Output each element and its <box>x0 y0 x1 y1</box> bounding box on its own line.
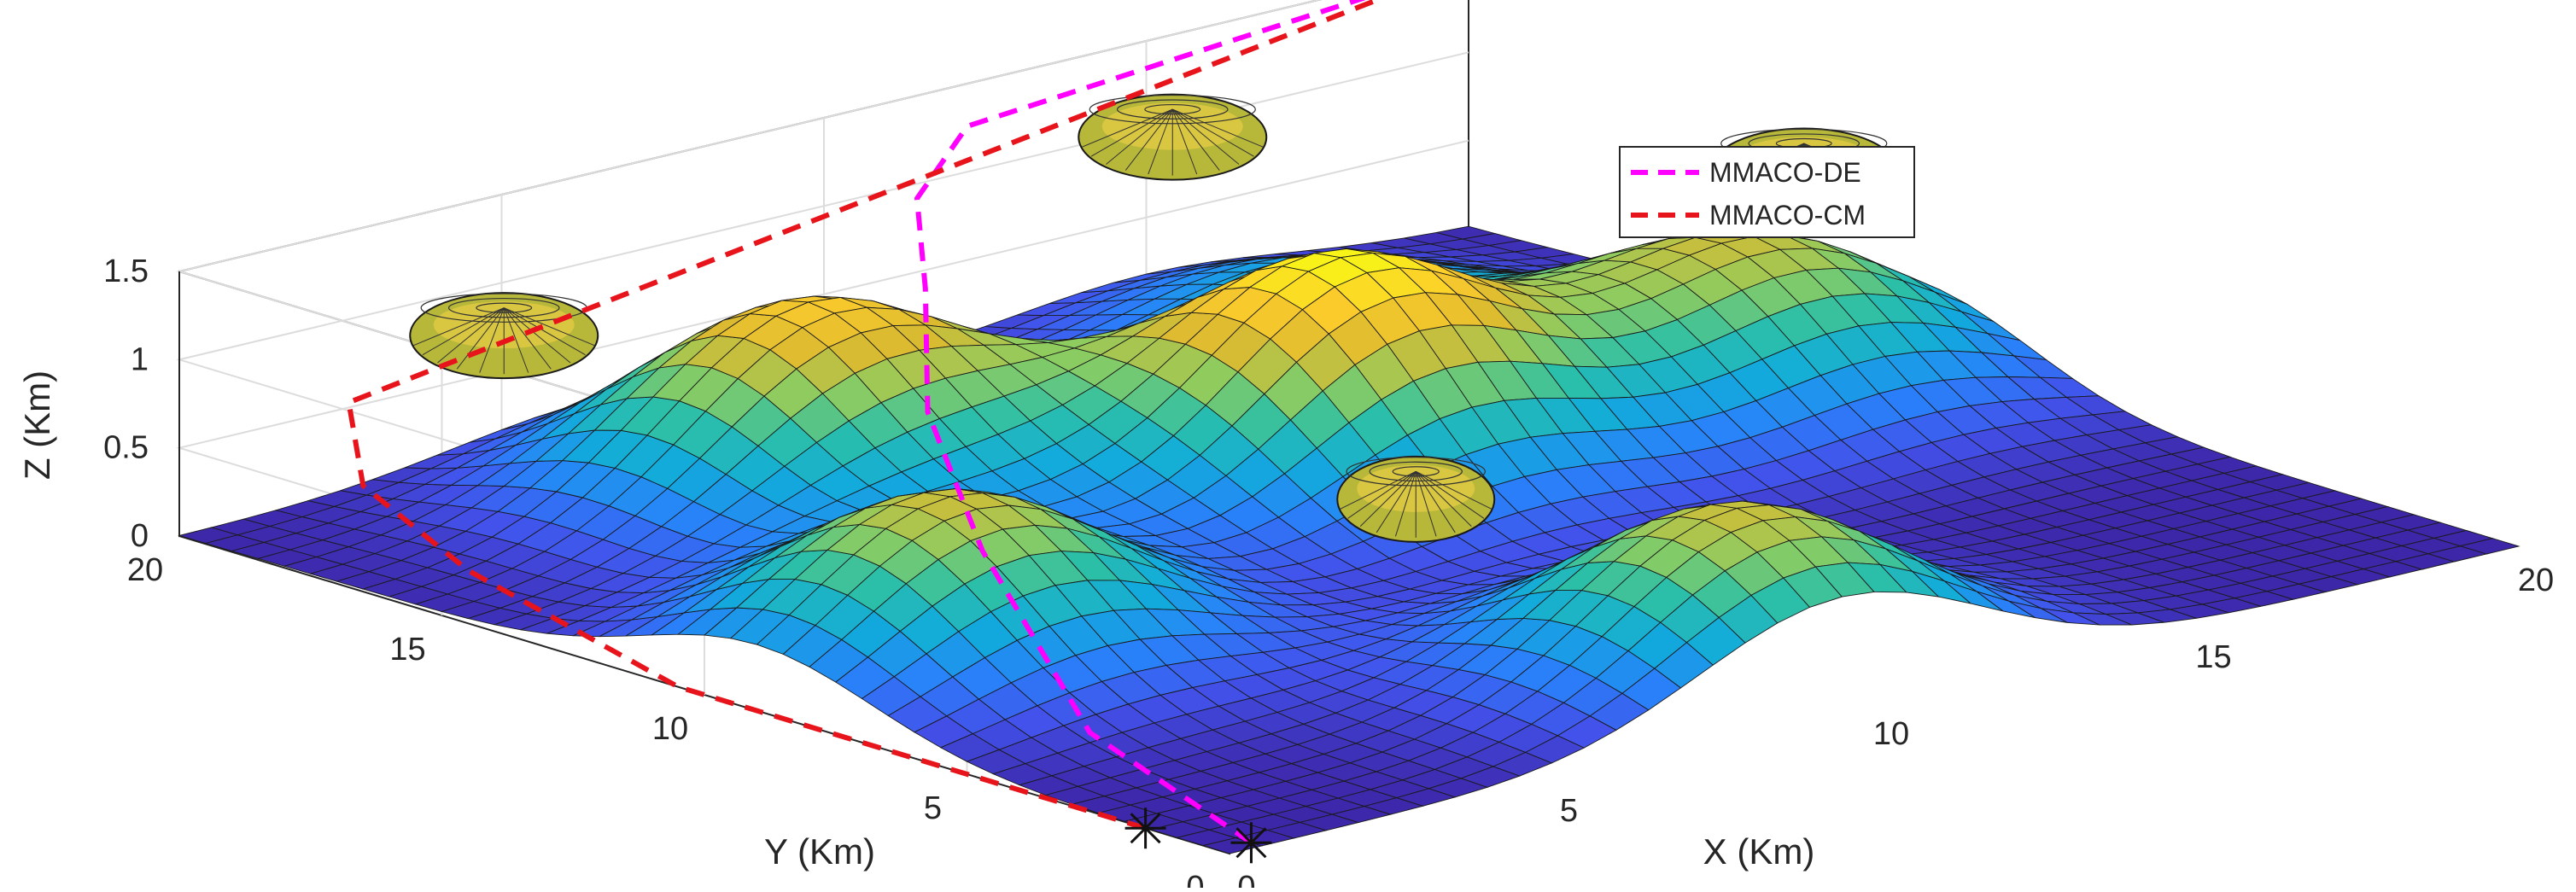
x-tick-label: 20 <box>2518 563 2554 598</box>
obstacle-meridian <box>1340 470 1417 510</box>
obstacle-meridian <box>1172 108 1264 148</box>
x-tick-label: 15 <box>2195 639 2231 675</box>
x-tick-label: 10 <box>1873 716 1909 752</box>
obstacle-meridian <box>1090 108 1173 157</box>
obstacle-meridian <box>503 307 571 364</box>
legend-label-mmaco-cm: MMACO-CM <box>1709 200 1866 230</box>
y-tick-label: 5 <box>924 790 942 826</box>
obstacle-meridian <box>1376 471 1417 533</box>
path-mmaco-de <box>914 0 1366 845</box>
obstacle-meridian <box>503 307 552 370</box>
obstacle-meridian <box>503 307 529 373</box>
legend-label-mmaco-de: MMACO-DE <box>1709 157 1861 188</box>
y-tick-label: 10 <box>652 711 688 747</box>
obstacle-meridian <box>479 307 505 373</box>
z-tick-label: 0.5 <box>103 430 149 466</box>
obstacle-meridian <box>504 307 595 347</box>
obstacle-meridian <box>1394 471 1417 537</box>
x-tick-label: 0 <box>1237 870 1255 888</box>
start-marker-mmaco-de <box>1230 822 1272 864</box>
y-tick-label: 15 <box>389 632 425 668</box>
x-tick-label: 5 <box>1560 793 1578 829</box>
legend-box <box>1619 146 1915 238</box>
obstacle-meridian <box>1415 470 1485 519</box>
obstacle-meridian <box>1415 470 1472 528</box>
z-tick-label: 0 <box>131 518 149 554</box>
x-axis-label: X (Km) <box>1703 831 1815 872</box>
obstacle-meridian <box>1347 470 1417 519</box>
obstacle-meridian <box>1415 471 1456 533</box>
y-axis-label: Y (Km) <box>764 831 875 872</box>
z-tick-label: 1.5 <box>103 254 149 289</box>
obstacle-meridian <box>1416 470 1492 510</box>
path-mmaco-cm <box>346 0 1384 831</box>
obstacle-meridian <box>1081 108 1173 148</box>
obstacle-meridian <box>1171 108 1220 171</box>
y-tick-label: 20 <box>127 552 163 588</box>
obstacle-meridian <box>422 307 505 356</box>
obstacle-meridian <box>1171 108 1240 165</box>
markers <box>1124 807 1272 864</box>
obstacle-meridian <box>504 307 586 356</box>
y-tick-label: 0 <box>1186 870 1204 888</box>
z-axis-label: Z (Km) <box>17 370 57 480</box>
obstacle-meridian <box>437 307 505 364</box>
star-stroke <box>1130 813 1161 844</box>
paths <box>346 0 1384 845</box>
obstacle-meridian <box>1171 108 1198 175</box>
obstacle-meridian <box>1359 470 1417 528</box>
z-tick-label: 1 <box>131 341 149 377</box>
obstacle-meridian <box>456 307 505 370</box>
obstacle-meridian <box>1415 471 1437 537</box>
obstacle-meridian <box>1172 108 1254 157</box>
start-marker-mmaco-cm <box>1124 807 1166 849</box>
obstacle-meridian <box>1148 108 1173 175</box>
star-stroke <box>1235 827 1267 859</box>
obstacle-meridian <box>412 307 505 347</box>
obstacle-meridian <box>1106 108 1173 165</box>
surface-patch <box>2458 538 2521 555</box>
obstacle-meridian <box>1124 108 1173 171</box>
legend: MMACO-DE MMACO-CM <box>1619 146 1915 238</box>
